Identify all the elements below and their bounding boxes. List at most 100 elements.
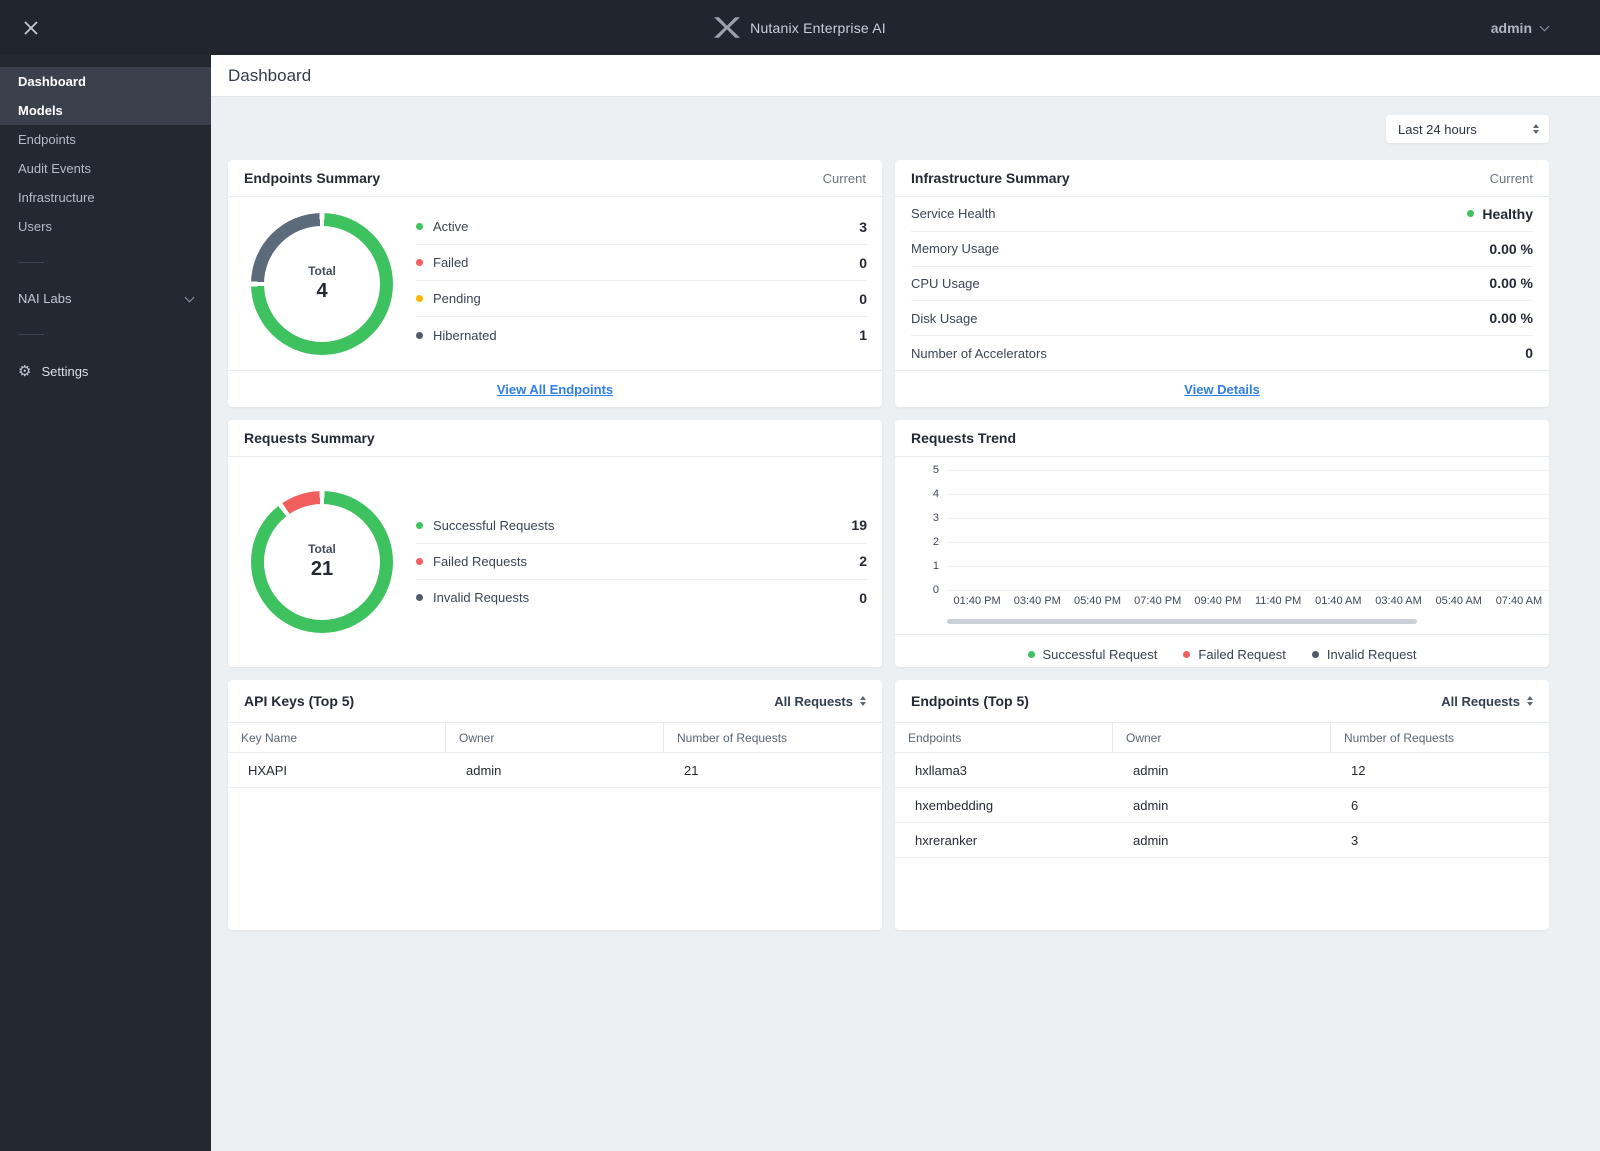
requests-summary-header: Requests Summary [228, 420, 882, 457]
sidebar-item-audit-events[interactable]: Audit Events [18, 161, 91, 176]
endpoints-top-card: Endpoints (Top 5) All Requests Endpoints… [895, 680, 1549, 930]
requests-trend-chart: 5 4 3 2 1 0 [895, 457, 1549, 667]
page-title: Dashboard [228, 65, 312, 85]
filter-row: Last 24 hours [228, 115, 1549, 143]
current-label: Current [822, 170, 866, 186]
legend-row-failed: Failed 0 [416, 245, 867, 281]
legend-row-pending: Pending 0 [416, 281, 867, 317]
row-memory-usage: Memory Usage 0.00 % [911, 232, 1533, 267]
donut-total-label: Total [308, 264, 336, 278]
user-name: admin [1490, 19, 1532, 36]
endpoints-summary-footer: View All Endpoints [228, 370, 882, 407]
donut-center: Total 21 [251, 491, 393, 633]
sidebar-item-settings[interactable]: ⚙ Settings [0, 356, 211, 386]
time-range-select[interactable]: Last 24 hours [1386, 115, 1549, 143]
sidebar-item-infrastructure[interactable]: Infrastructure [18, 190, 95, 205]
endpoints-summary-body: Total 4 Active 3 Failed [228, 197, 882, 370]
card-title: API Keys (Top 5) [244, 693, 355, 709]
card-title: Requests Trend [911, 430, 1017, 446]
table-row: hxembedding admin 6 [895, 788, 1549, 823]
sidebar: Dashboard Models Endpoints Audit Events … [0, 55, 211, 1151]
donut-total-label: Total [308, 542, 336, 556]
red-dot-icon [1183, 651, 1191, 658]
infrastructure-summary-footer: View Details [895, 370, 1549, 407]
close-icon[interactable] [16, 13, 46, 43]
nai-labs-label: NAI Labs [18, 291, 72, 306]
infrastructure-summary-header: Infrastructure Summary Current [895, 160, 1549, 197]
card-title: Requests Summary [244, 430, 375, 446]
plot-area [947, 470, 1549, 591]
updown-caret-icon [860, 696, 866, 706]
user-menu[interactable]: admin [1490, 19, 1550, 36]
chevron-down-icon [1539, 21, 1550, 31]
sidebar-item-dashboard[interactable]: Dashboard [18, 74, 86, 89]
red-dot-icon [416, 557, 423, 565]
requests-legend: Successful Requests 19 Failed Requests 2… [416, 508, 867, 616]
nutanix-logo-icon [714, 17, 741, 38]
table-row: HXAPI admin 21 [228, 753, 882, 788]
endpoints-legend: Active 3 Failed 0 Pending 0 [416, 209, 867, 370]
gear-icon: ⚙ [18, 362, 32, 380]
endpoints-summary-card: Endpoints Summary Current Total 4 [228, 160, 882, 407]
time-range-value: Last 24 hours [1398, 121, 1477, 137]
trend-legend: Successful Request Failed Request Invali… [895, 634, 1549, 667]
green-dot-icon [416, 521, 423, 529]
sidebar-item-nai-labs[interactable]: NAI Labs [0, 284, 211, 313]
top-bar: Nutanix Enterprise AI admin [0, 0, 1600, 55]
yellow-dot-icon [416, 295, 423, 302]
api-keys-sort-select[interactable]: All Requests [774, 694, 866, 709]
close-icon-glyph [24, 20, 38, 35]
legend-row-invalid: Invalid Requests 0 [416, 580, 867, 616]
requests-donut-wrap: Total 21 [228, 490, 416, 633]
app-title: Nutanix Enterprise AI [750, 19, 886, 36]
requests-trend-header: Requests Trend [895, 420, 1549, 457]
legend-row-hibernated: Hibernated 1 [416, 317, 867, 353]
sidebar-item-models[interactable]: Models [18, 103, 63, 118]
card-title: Endpoints (Top 5) [911, 693, 1029, 709]
infrastructure-summary-card: Infrastructure Summary Current Service H… [895, 160, 1549, 407]
endpoints-donut-wrap: Total 4 [228, 197, 416, 370]
requests-summary-body: Total 21 Successful Requests 19 [228, 457, 882, 666]
x-axis-ticks: 01:40 PM 03:40 PM 05:40 PM 07:40 PM 09:4… [953, 595, 1543, 607]
api-keys-header: API Keys (Top 5) All Requests [228, 680, 882, 723]
endpoints-donut-chart: Total 4 [251, 212, 393, 355]
endpoints-sort-select[interactable]: All Requests [1441, 694, 1533, 709]
content: Last 24 hours Endpoints Summary Current [211, 97, 1600, 943]
settings-label: Settings [41, 363, 89, 379]
row-accelerators: Number of Accelerators 0 [911, 345, 1533, 362]
sidebar-item-users[interactable]: Users [18, 219, 52, 234]
healthy-dot-icon [1467, 210, 1475, 218]
donut-center: Total 4 [251, 213, 393, 355]
api-keys-column-headers: Key Name Owner Number of Requests [228, 723, 882, 753]
sidebar-top-group: Dashboard Models [0, 67, 211, 125]
row-cpu-usage: CPU Usage 0.00 % [911, 267, 1533, 302]
donut-total-value: 4 [316, 280, 328, 302]
legend-row-active: Active 3 [416, 209, 867, 245]
view-details-link[interactable]: View Details [1184, 381, 1260, 397]
endpoints-column-headers: Endpoints Owner Number of Requests [895, 723, 1549, 753]
current-label: Current [1489, 170, 1533, 186]
slate-dot-icon [1311, 651, 1319, 658]
chart-horizontal-scrollbar[interactable] [947, 619, 1417, 624]
row-disk-usage: Disk Usage 0.00 % [911, 301, 1533, 337]
requests-donut-chart: Total 21 [251, 490, 393, 633]
slate-dot-icon [416, 331, 423, 339]
green-dot-icon [1027, 651, 1035, 658]
card-title: Endpoints Summary [244, 170, 381, 186]
donut-total-value: 21 [310, 558, 334, 580]
y-axis-ticks: 5 4 3 2 1 0 [932, 464, 939, 596]
view-all-endpoints-link[interactable]: View All Endpoints [496, 381, 614, 397]
endpoints-summary-header: Endpoints Summary Current [228, 160, 882, 197]
sidebar-divider [18, 334, 44, 335]
endpoints-top-header: Endpoints (Top 5) All Requests [895, 680, 1549, 723]
updown-caret-icon [1527, 696, 1533, 706]
table-row: hxllama3 admin 12 [895, 753, 1549, 788]
sidebar-item-endpoints[interactable]: Endpoints [18, 132, 76, 147]
main-area: Dashboard Last 24 hours Endpoints Summar… [211, 55, 1600, 1151]
row-service-health: Service Health Healthy [911, 197, 1533, 232]
red-dot-icon [416, 259, 423, 266]
api-keys-card: API Keys (Top 5) All Requests Key Name O… [228, 680, 882, 930]
requests-summary-card: Requests Summary Total 21 [228, 420, 882, 667]
page-header: Dashboard [211, 55, 1600, 97]
updown-caret-icon [1533, 124, 1539, 134]
